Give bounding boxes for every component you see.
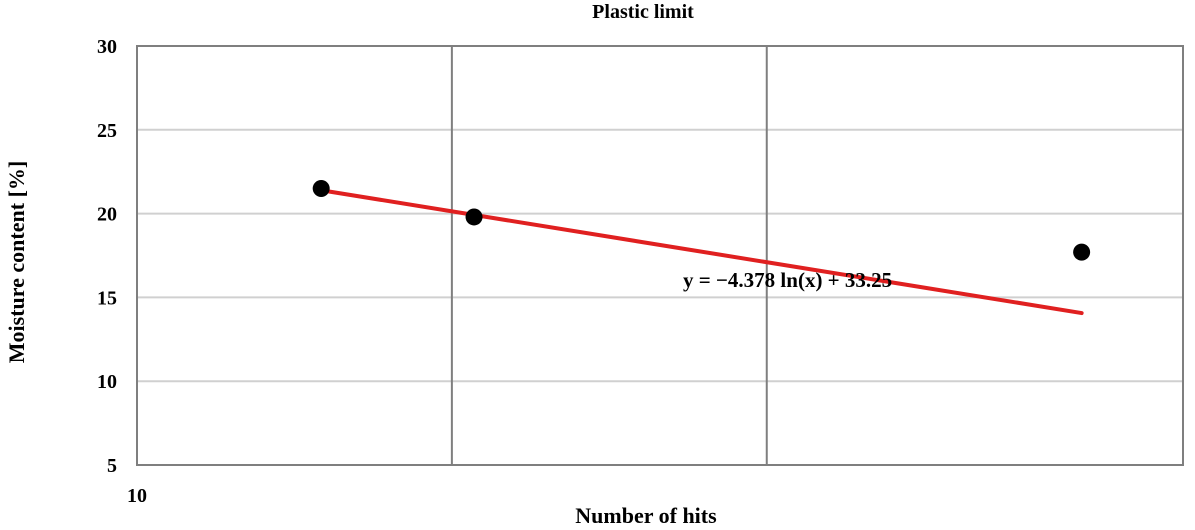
data-point	[312, 179, 330, 197]
data-points	[312, 179, 1091, 261]
x-tick-labels: 10	[127, 485, 147, 507]
y-tick-label: 30	[97, 36, 117, 58]
y-tick-label: 25	[97, 120, 117, 142]
trendline	[319, 188, 1084, 316]
data-point	[1073, 243, 1091, 261]
y-tick-label: 20	[97, 204, 117, 226]
y-tick-labels: 5 10 15 20 25 30	[97, 36, 117, 477]
trendline-equation: y = −4.378 ln(x) + 33.25	[683, 268, 892, 292]
gridlines	[137, 46, 1183, 465]
data-point	[465, 208, 483, 226]
x-tick-label: 10	[127, 485, 147, 507]
y-tick-label: 15	[97, 287, 117, 309]
chart-title: Plastic limit	[592, 1, 694, 23]
y-tick-label: 10	[97, 371, 117, 393]
y-axis-label: Moisture content [%]	[4, 161, 29, 363]
x-axis-label: Number of hits	[575, 503, 717, 528]
trendline-group	[319, 188, 1084, 316]
plot-area-frame	[136, 45, 1184, 466]
y-tick-label: 5	[107, 455, 117, 477]
